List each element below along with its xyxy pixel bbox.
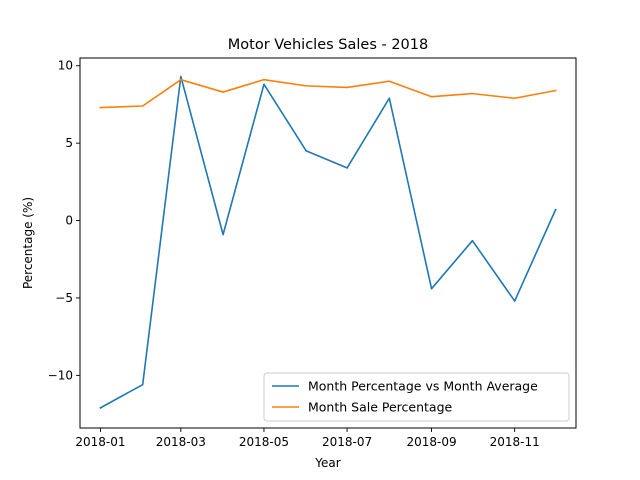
y-tick-label: 5 [65,136,73,150]
x-tick-label: 2018-05 [239,435,289,449]
y-tick-label: −10 [48,368,73,382]
y-axis: 10 5 0 −5 −10 [48,59,80,382]
series-2-point [513,97,516,100]
series-2-point [222,91,224,93]
series-1-point [388,97,391,100]
legend: Month Percentage vs Month Average Month S… [263,372,570,422]
x-tick-label: 2018-09 [406,435,456,449]
series-2-point [388,80,391,83]
legend-entries: Month Percentage vs Month Average Month S… [272,379,538,415]
chart-title: Motor Vehicles Sales - 2018 [228,37,428,53]
x-tick-label: 2018-11 [490,435,540,449]
y-axis-label: Percentage (%) [21,197,35,289]
series-2-point [430,95,433,98]
series-line-2 [99,78,557,109]
y-tick-label: 0 [65,214,73,228]
series-1-point [513,300,516,302]
series-2-point [305,85,308,87]
legend-frame [263,372,570,422]
series-2-point [554,89,557,92]
series-2-point [263,78,265,81]
series-2-point [180,78,182,81]
y-tick-label: 10 [58,59,73,73]
x-tick-label: 2018-01 [75,435,125,449]
series-1-point [263,83,265,86]
series-1-point [430,287,433,290]
plot-area-frame [79,57,577,429]
series-1-point [99,407,102,409]
plot-content [99,75,557,409]
x-tick-label: 2018-07 [322,435,372,449]
series-2-point [99,106,102,109]
series-1-point [305,150,308,152]
series-2-point [141,105,144,107]
legend-label-1: Month Percentage vs Month Average [308,379,538,394]
series-2-point [471,92,474,95]
series-line-1 [99,75,557,409]
series-1-point [471,239,474,242]
series-1-point [180,75,182,78]
x-axis: 2018-01 2018-03 2018-05 2018-07 2018-09 2018-… [75,428,540,449]
series-1-point [141,383,144,386]
legend-label-2: Month Sale Percentage [308,400,453,415]
series-2-point [346,86,348,89]
series-1-point [222,233,224,236]
x-axis-label: Year [314,456,340,470]
series-1-point [554,208,557,211]
series-1-point [346,167,348,169]
x-tick-label: 2018-03 [156,435,206,449]
y-tick-label: −5 [55,291,73,305]
